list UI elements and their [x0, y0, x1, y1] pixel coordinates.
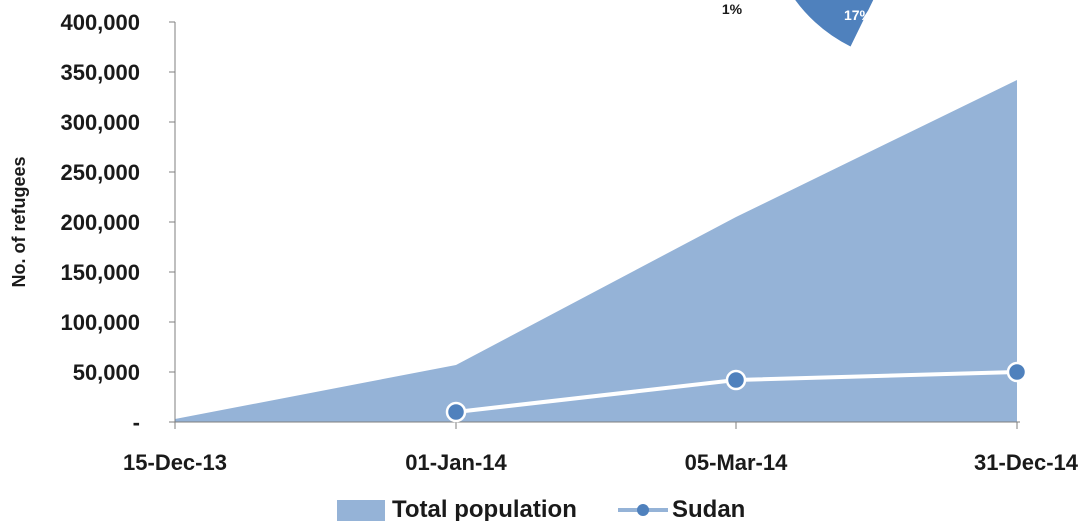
- y-tick-label: 50,000: [73, 360, 140, 385]
- x-tick-label: 31-Dec-14: [974, 450, 1079, 475]
- x-tick-label: 05-Mar-14: [685, 450, 788, 475]
- y-tick-labels: - 50,000 100,000 150,000 200,000 250,000 300,0…: [60, 10, 140, 435]
- legend-label-total-population: Total population: [392, 496, 577, 521]
- total-population-area: [175, 80, 1017, 422]
- y-tick-label: 350,000: [60, 60, 140, 85]
- pie-slice-2: [793, 0, 875, 49]
- y-tick-label: 400,000: [60, 10, 140, 35]
- y-tick-marks: [169, 21, 175, 423]
- sudan-data-point: [725, 369, 747, 391]
- legend-swatch-total-population: [337, 500, 385, 521]
- x-tick-labels: 15-Dec-13 01-Jan-14 05-Mar-14 31-Dec-14: [123, 450, 1079, 475]
- y-tick-label: 300,000: [60, 110, 140, 135]
- pie-chart: [793, 0, 887, 55]
- legend-label-sudan: Sudan: [672, 496, 745, 521]
- y-tick-label: -: [133, 410, 140, 435]
- pie-label-1pct: 1%: [722, 1, 743, 17]
- legend: Total population Sudan: [337, 496, 745, 521]
- legend-swatch-sudan-marker: [637, 504, 649, 516]
- pie-label-17pct: 17%: [844, 7, 873, 23]
- pie-label-25pct: 25%: [1008, 0, 1037, 9]
- y-tick-label: 200,000: [60, 210, 140, 235]
- sudan-data-point: [1006, 361, 1028, 383]
- x-tick-marks: [174, 422, 1018, 429]
- x-tick-label: 15-Dec-13: [123, 450, 227, 475]
- y-tick-label: 100,000: [60, 310, 140, 335]
- sudan-series-points: [445, 361, 1028, 423]
- sudan-data-point: [445, 401, 467, 423]
- y-tick-label: 150,000: [60, 260, 140, 285]
- x-tick-label: 01-Jan-14: [405, 450, 507, 475]
- y-axis-title: No. of refugees: [9, 156, 29, 287]
- y-tick-label: 250,000: [60, 160, 140, 185]
